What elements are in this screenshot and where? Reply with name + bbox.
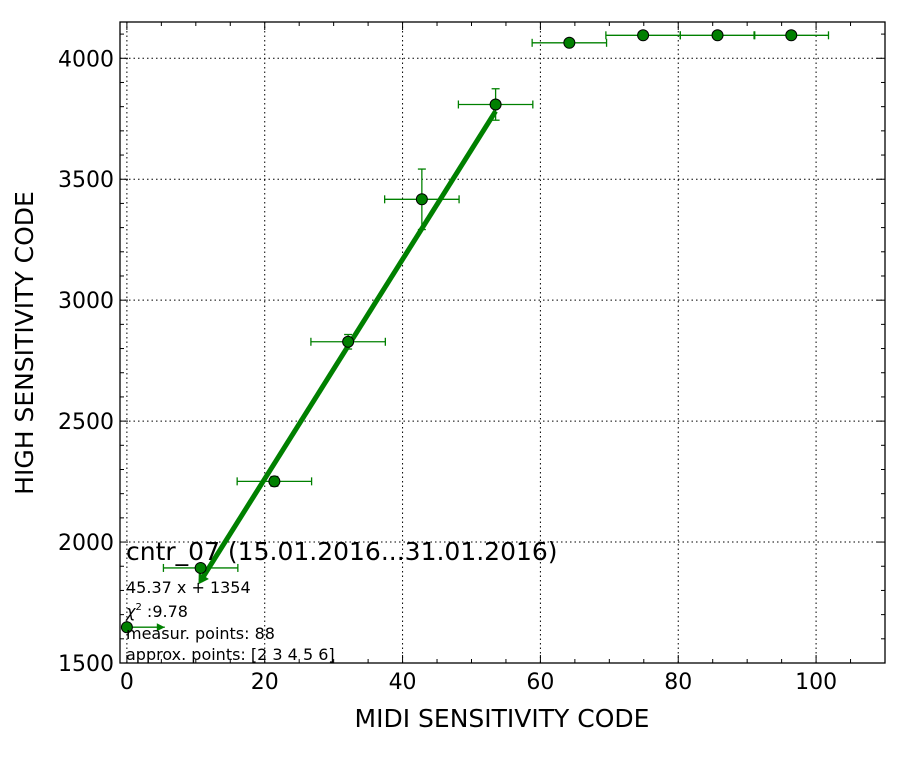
annotation-chi2: χ2 :9.78 bbox=[125, 602, 188, 621]
data-point bbox=[711, 29, 724, 42]
x-tick-label: 20 bbox=[251, 670, 279, 695]
data-point bbox=[563, 36, 576, 49]
tick-labels: 0 20 40 60 80 100 1500 2000 2500 3000 3500 4000 bbox=[58, 47, 837, 695]
y-tick-label: 4000 bbox=[58, 47, 114, 72]
chi2-symbol: χ bbox=[125, 602, 136, 621]
data-point bbox=[637, 29, 650, 42]
x-tick-label: 100 bbox=[795, 670, 837, 695]
y-axis-label: HIGH SENSITIVITY CODE bbox=[10, 191, 39, 495]
annotation-approx-points: approx. points: [2 3 4 5 6] bbox=[126, 645, 335, 664]
x-tick-label: 40 bbox=[389, 670, 417, 695]
data-point bbox=[120, 621, 133, 634]
y-tick-label: 1500 bbox=[58, 652, 114, 677]
data-point bbox=[342, 335, 355, 348]
annotation-measured-points: measur. points: 88 bbox=[126, 624, 275, 643]
fit-line-arrowhead bbox=[198, 572, 209, 585]
chi2-exponent: 2 bbox=[135, 602, 141, 613]
x-axis-label: MIDI SENSITIVITY CODE bbox=[355, 704, 650, 733]
data-point bbox=[194, 561, 207, 574]
x-tick-label: 60 bbox=[526, 670, 554, 695]
plot-frame bbox=[119, 21, 886, 664]
chi2-value: :9.78 bbox=[142, 602, 188, 621]
data-point bbox=[489, 98, 502, 111]
data-point bbox=[785, 29, 798, 42]
x-error-arrowhead bbox=[156, 623, 165, 632]
y-tick-label: 2500 bbox=[58, 410, 114, 435]
plot-background bbox=[120, 22, 885, 663]
data-point bbox=[268, 475, 281, 488]
y-tick-label: 2000 bbox=[58, 531, 114, 556]
data-point bbox=[415, 193, 428, 206]
x-tick-label: 0 bbox=[120, 670, 134, 695]
annotation-title: cntr_07 (15.01.2016...31.01.2016) bbox=[126, 537, 558, 566]
annotation-fit-equation: 45.37 x + 1354 bbox=[126, 578, 251, 597]
data-points bbox=[120, 29, 798, 634]
y-tick-label: 3000 bbox=[58, 289, 114, 314]
x-tick-label: 80 bbox=[664, 670, 692, 695]
y-tick-label: 3500 bbox=[58, 168, 114, 193]
